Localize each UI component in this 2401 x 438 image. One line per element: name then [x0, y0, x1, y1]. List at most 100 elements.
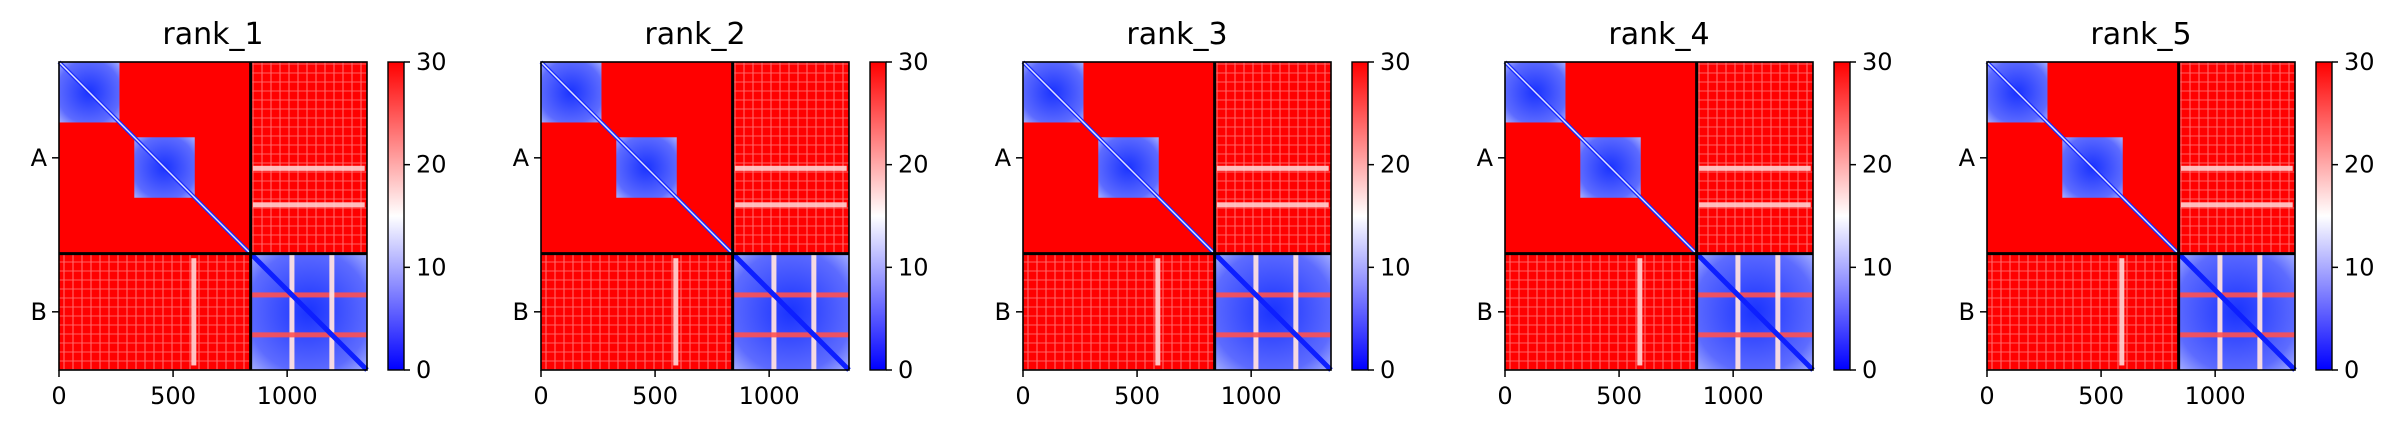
heatmap-light-band — [2119, 258, 2125, 366]
colorbar-tick-label: 10 — [416, 253, 447, 281]
heatmap-grid-line — [1735, 253, 1741, 370]
y-tick-label: A — [1959, 144, 1976, 172]
y-tick-label: A — [513, 144, 530, 172]
heatmap-region-B-A — [1987, 253, 2179, 370]
heatmap-grid-line — [811, 253, 817, 370]
heatmap-diagonal-A-core — [1986, 61, 2180, 255]
chart-panel-1: rank_1 0 500 1000 A B 0 10 20 30 — [31, 17, 447, 410]
x-tick-label: 500 — [150, 382, 196, 410]
heatmap-diagonal-A-core — [1504, 61, 1698, 255]
heatmap-region-A-B — [1696, 62, 1813, 254]
x-tick-label: 0 — [51, 382, 66, 410]
heatmap-region-A-B — [2178, 62, 2295, 254]
x-tick-label: 0 — [1979, 382, 1994, 410]
plot-frame — [1022, 61, 1332, 371]
x-tick-label: 1000 — [1703, 382, 1764, 410]
heatmap-grid-line — [771, 253, 777, 370]
heatmap-light-band — [1698, 202, 1811, 208]
heatmap-light-band — [1216, 202, 1329, 208]
colorbar-tick-label: 0 — [1862, 356, 1877, 384]
heatmap-diagonal-A-core — [540, 61, 734, 255]
colorbar — [2315, 61, 2333, 371]
y-tick-label: A — [995, 144, 1012, 172]
colorbar-tick-label: 20 — [898, 151, 929, 179]
heatmap-light-band — [1698, 165, 1811, 171]
heatmap-grid-line — [1214, 332, 1331, 338]
colorbar-tick-label: 0 — [898, 356, 913, 384]
heatmap-grid-line — [1775, 253, 1781, 370]
heatmap-grid-line — [1214, 292, 1331, 298]
y-tick-label: B — [995, 298, 1011, 326]
plot-frame — [1504, 61, 1814, 371]
x-tick-label: 500 — [2078, 382, 2124, 410]
x-tick-label: 500 — [1596, 382, 1642, 410]
heatmap-light-band — [252, 202, 365, 208]
heatmap-diagonal-B — [1212, 251, 1333, 372]
heatmap-grid-line — [2178, 332, 2295, 338]
heatmap-light-band — [1155, 258, 1161, 366]
x-tick-label: 0 — [1015, 382, 1030, 410]
x-tick-label: 1000 — [739, 382, 800, 410]
colorbar-tick-label: 0 — [1380, 356, 1395, 384]
chart-title: rank_3 — [1126, 17, 1227, 52]
colorbar-tick-label: 30 — [416, 48, 447, 76]
heatmap-region-B-A — [1505, 253, 1697, 370]
heatmap-grid-line — [1696, 292, 1813, 298]
heatmap-grid-line — [289, 253, 295, 370]
x-tick-label: 1000 — [1221, 382, 1282, 410]
colorbar-tick-label: 30 — [1380, 48, 1411, 76]
heatmap-region-A-B — [1214, 62, 1331, 254]
heatmap-light-band — [191, 258, 197, 366]
colorbar-tick-label: 20 — [1862, 151, 1893, 179]
chart-panel-2: rank_2 0 500 1000 A B 0 10 20 30 — [513, 17, 929, 410]
chart-title: rank_4 — [1608, 17, 1709, 52]
heatmap-light-band — [1216, 165, 1329, 171]
heatmap-region-B-A — [1023, 253, 1215, 370]
heatmap-grid-line — [329, 253, 335, 370]
heatmap-region-A-B — [732, 62, 849, 254]
chart-panel-4: rank_4 0 500 1000 A B 0 10 20 30 — [1477, 17, 1893, 410]
heatmap-light-band — [734, 165, 847, 171]
heatmap-light-band — [2180, 165, 2293, 171]
colorbar-tick-label: 20 — [416, 151, 447, 179]
colorbar-tick-label: 10 — [1862, 253, 1893, 281]
heatmap-light-band — [1637, 258, 1643, 366]
heatmap-light-band — [673, 258, 679, 366]
colorbar-tick-label: 10 — [2344, 253, 2375, 281]
colorbar — [1351, 61, 1369, 371]
colorbar — [869, 61, 887, 371]
x-tick-label: 0 — [1497, 382, 1512, 410]
heatmap-diagonal-B — [2176, 251, 2297, 372]
heatmap-light-band — [734, 202, 847, 208]
x-tick-label: 0 — [533, 382, 548, 410]
colorbar-tick-label: 30 — [2344, 48, 2375, 76]
heatmap-grid-line — [1293, 253, 1299, 370]
chart-panel-3: rank_3 0 500 1000 A B 0 10 20 30 — [995, 17, 1411, 410]
chart-title: rank_2 — [644, 17, 745, 52]
x-tick-label: 500 — [1114, 382, 1160, 410]
colorbar-tick-label: 10 — [898, 253, 929, 281]
y-tick-label: A — [1477, 144, 1494, 172]
plot-frame — [58, 61, 368, 371]
heatmap-grid-line — [250, 292, 367, 298]
heatmap-diagonal-A-core — [58, 61, 252, 255]
plot-frame — [1986, 61, 2296, 371]
heatmap-region-A-B — [250, 62, 367, 254]
colorbar-tick-label: 20 — [2344, 151, 2375, 179]
colorbar-tick-label: 0 — [416, 356, 431, 384]
heatmap-grid-line — [2257, 253, 2263, 370]
chart-panel-5: rank_5 0 500 1000 A B 0 10 20 30 — [1959, 17, 2375, 410]
heatmap-region-B-A — [541, 253, 733, 370]
heatmap-grid-line — [1253, 253, 1259, 370]
chart-title: rank_5 — [2090, 17, 2191, 52]
heatmap-diagonal-A-core — [1022, 61, 1216, 255]
heatmap-light-band — [252, 165, 365, 171]
y-tick-label: B — [1477, 298, 1493, 326]
heatmap-diagonal-B — [730, 251, 851, 372]
heatmap-grid-line — [1696, 332, 1813, 338]
heatmap-region-B-A — [59, 253, 251, 370]
colorbar-tick-label: 30 — [898, 48, 929, 76]
x-tick-label: 500 — [632, 382, 678, 410]
